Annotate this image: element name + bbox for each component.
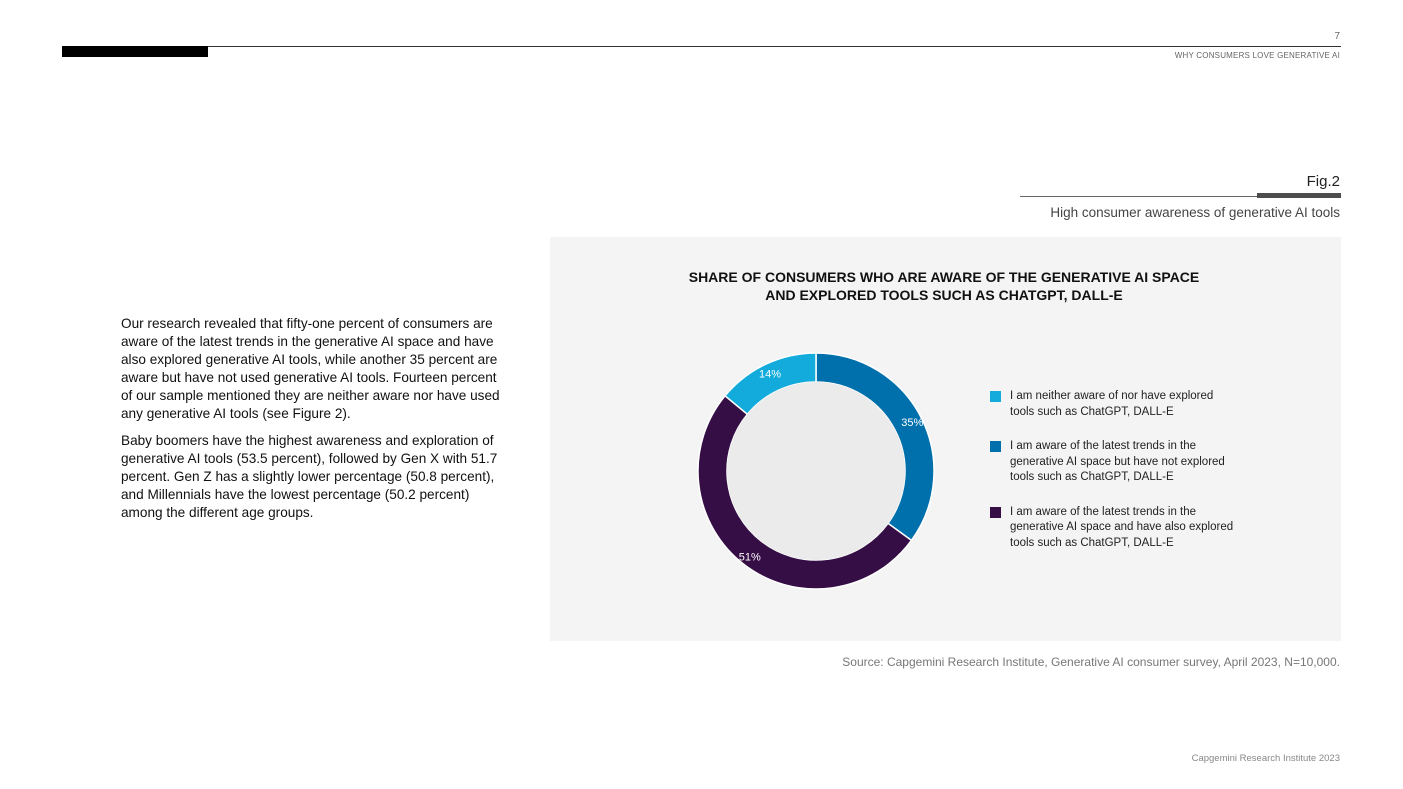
body-text: Our research revealed that fifty-one per… xyxy=(121,315,506,530)
header-rule xyxy=(62,46,1341,47)
legend-item: I am aware of the latest trends in the g… xyxy=(990,505,1290,552)
legend-label-line: tools such as ChatGPT, DALL-E xyxy=(1010,536,1174,549)
chart-legend: I am neither aware of nor have explored … xyxy=(990,389,1290,570)
legend-item: I am neither aware of nor have explored … xyxy=(990,389,1290,420)
footer-credit: Capgemini Research Institute 2023 xyxy=(1191,753,1340,764)
figure-label: Fig.2 xyxy=(1306,173,1340,190)
donut-hole xyxy=(727,382,905,560)
figure-rule xyxy=(1020,196,1341,197)
source-note: Source: Capgemini Research Institute, Ge… xyxy=(842,655,1340,669)
legend-label-line: I am neither aware of nor have explored xyxy=(1010,390,1214,402)
running-header: WHY CONSUMERS LOVE GENERATIVE AI xyxy=(1174,51,1340,60)
legend-label-line: generative AI space and have also explor… xyxy=(1010,521,1234,533)
page-number: 7 xyxy=(1334,31,1340,42)
legend-swatch xyxy=(990,506,1001,518)
chart-title-line: SHARE OF CONSUMERS WHO ARE AWARE OF THE … xyxy=(688,269,1200,285)
legend-swatch xyxy=(990,441,1001,452)
legend-swatch xyxy=(990,391,1001,402)
legend-label-line: generative AI space but have not explore… xyxy=(1010,455,1225,468)
legend-label-line: I am aware of the latest trends in the xyxy=(1010,505,1197,518)
body-paragraph: Our research revealed that fifty-one per… xyxy=(121,316,500,422)
chart-panel: SHARE OF CONSUMERS WHO ARE AWARE OF THE … xyxy=(550,237,1341,641)
slice-data-label: 51% xyxy=(739,551,761,563)
legend-label-line: tools such as ChatGPT, DALL-E xyxy=(1010,405,1174,418)
body-paragraph: Baby boomers have the highest awareness … xyxy=(121,432,498,520)
chart-title: SHARE OF CONSUMERS WHO ARE AWARE OF THE … xyxy=(550,268,1338,304)
legend-label-line: tools such as ChatGPT, DALL-E xyxy=(1010,471,1174,483)
slice-data-label: 35% xyxy=(901,417,923,429)
figure-caption: High consumer awareness of generative AI… xyxy=(1050,205,1340,220)
figure-rule-accent xyxy=(1257,193,1341,198)
legend-label-line: I am aware of the latest trends in the xyxy=(1010,440,1197,452)
donut-chart: 35% 51% 14% xyxy=(697,352,935,590)
slice-data-label: 14% xyxy=(759,368,781,380)
header-accent-block xyxy=(62,46,208,57)
legend-item: I am aware of the latest trends in the g… xyxy=(990,439,1290,486)
chart-title-line: AND EXPLORED TOOLS SUCH AS CHATGPT, DALL… xyxy=(765,287,1123,303)
